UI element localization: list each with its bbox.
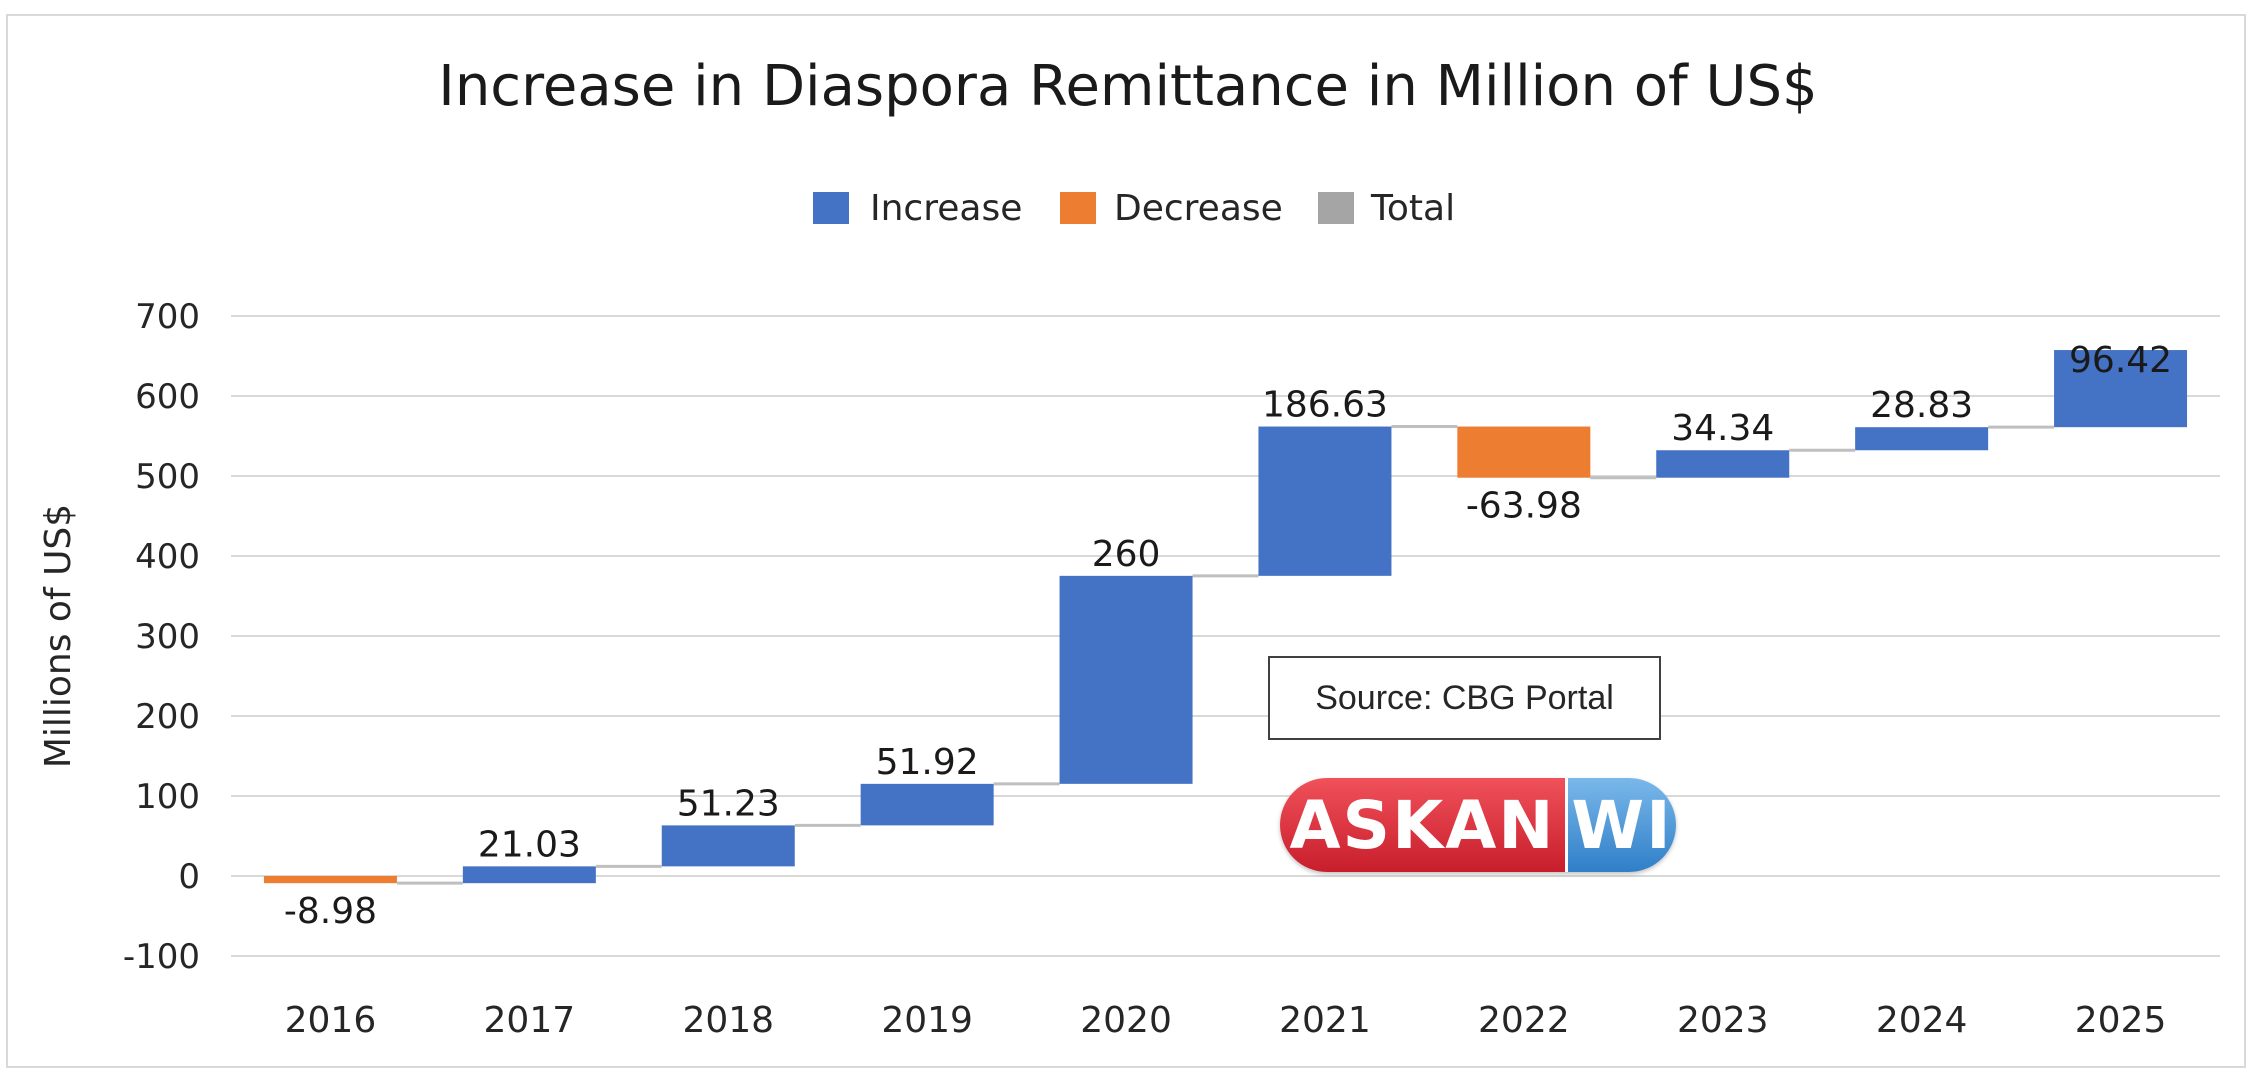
bar-2019 — [860, 783, 994, 826]
bar-2023 — [1656, 450, 1790, 478]
y-tick-label: 0 — [178, 857, 200, 897]
y-tick-label: 300 — [135, 617, 200, 657]
logo-right-text: WI — [1571, 786, 1673, 864]
data-label: 34.34 — [1671, 408, 1774, 449]
x-tick-label: 2021 — [1279, 1000, 1371, 1041]
legend-swatch-increase — [813, 192, 849, 224]
legend-swatch-decrease — [1060, 192, 1096, 224]
y-tick-label: 400 — [135, 537, 200, 577]
bar-2020 — [1059, 575, 1193, 784]
data-label: 21.03 — [478, 824, 581, 865]
y-tick-label: 100 — [135, 777, 200, 817]
bar-2017 — [462, 866, 596, 884]
x-tick-label: 2019 — [881, 1000, 973, 1041]
chart-frame — [6, 14, 2246, 1068]
y-tick-label: 700 — [135, 297, 200, 337]
legend-swatch-total — [1318, 192, 1354, 224]
y-tick-label: 500 — [135, 457, 200, 497]
bar-2024 — [1855, 427, 1989, 451]
bar-2018 — [661, 825, 795, 867]
x-tick-label: 2022 — [1478, 1000, 1570, 1041]
y-tick-label: -100 — [123, 937, 200, 977]
askanwi-logo: ASKAN WI — [1280, 778, 1676, 872]
data-label: 260 — [1092, 534, 1161, 575]
x-tick-label: 2017 — [484, 1000, 576, 1041]
x-tick-label: 2020 — [1080, 1000, 1172, 1041]
logo-left-part: ASKAN — [1280, 778, 1565, 872]
y-tick-label: 600 — [135, 377, 200, 417]
data-label: 51.23 — [677, 783, 780, 824]
y-tick-label: 200 — [135, 697, 200, 737]
legend-label-increase: Increase — [870, 188, 1022, 229]
logo-left-text: ASKAN — [1289, 786, 1556, 864]
source-annotation: Source: CBG Portal — [1268, 656, 1661, 740]
legend-label-total: Total — [1370, 188, 1455, 229]
bar-2022 — [1457, 426, 1591, 478]
data-label: 186.63 — [1262, 385, 1388, 426]
data-label: 28.83 — [1870, 385, 1973, 426]
bar-2016 — [263, 876, 397, 884]
y-axis-title: Millions of US$ — [38, 504, 79, 768]
bar-2025 — [2054, 350, 2188, 428]
x-tick-label: 2023 — [1677, 1000, 1769, 1041]
x-tick-label: 2025 — [2075, 1000, 2167, 1041]
data-label: 51.92 — [876, 742, 979, 783]
chart-title: Increase in Diaspora Remittance in Milli… — [438, 54, 1817, 119]
data-label: -8.98 — [284, 891, 377, 932]
data-label: -63.98 — [1466, 486, 1582, 527]
x-tick-label: 2016 — [285, 1000, 377, 1041]
source-text: Source: CBG Portal — [1315, 678, 1614, 717]
x-tick-label: 2018 — [682, 1000, 774, 1041]
data-label: 96.42 — [2069, 340, 2172, 381]
x-tick-label: 2024 — [1876, 1000, 1968, 1041]
legend-label-decrease: Decrease — [1114, 188, 1283, 229]
logo-right-part: WI — [1565, 778, 1676, 872]
bar-2021 — [1258, 426, 1392, 576]
